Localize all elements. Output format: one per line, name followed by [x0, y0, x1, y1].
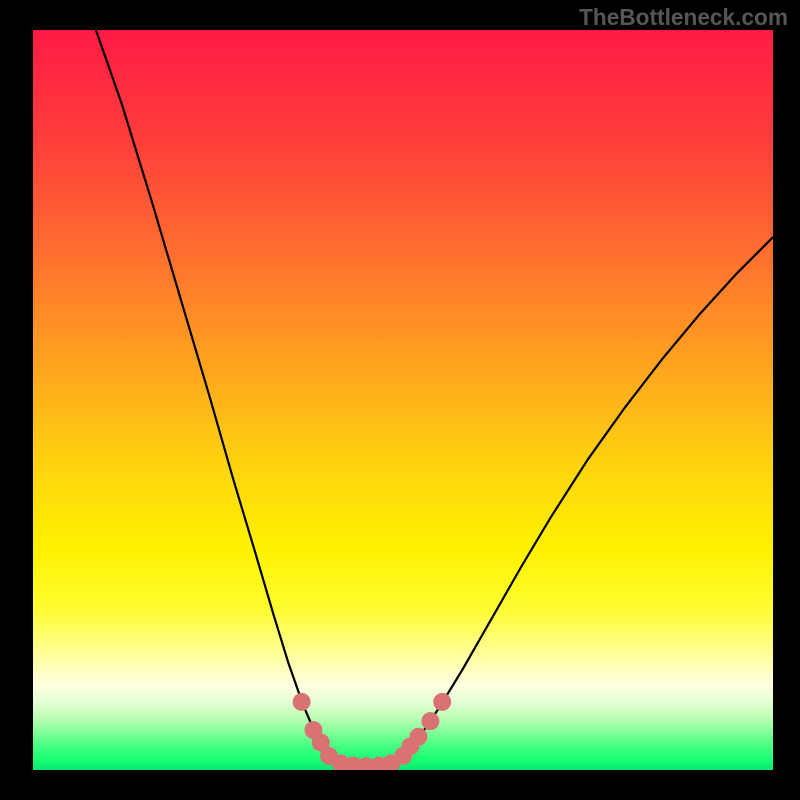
data-marker: [433, 693, 451, 711]
chart-svg: [33, 30, 773, 770]
data-marker: [410, 728, 428, 746]
data-marker: [293, 693, 311, 711]
chart-container: TheBottleneck.com: [0, 0, 800, 800]
data-marker: [421, 712, 439, 730]
watermark-text: TheBottleneck.com: [579, 4, 788, 31]
plot-area: [33, 30, 773, 770]
